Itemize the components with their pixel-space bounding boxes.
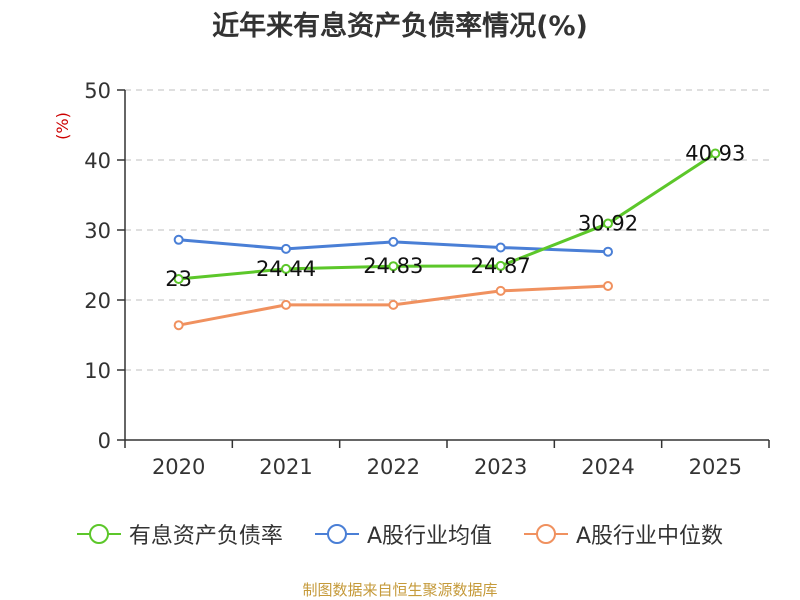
data-point xyxy=(495,285,506,296)
y-axis-label: (%) xyxy=(53,112,72,140)
data-point xyxy=(388,299,399,310)
x-tick-label: 2024 xyxy=(581,455,634,479)
legend-label-interest-debt-ratio: 有息资产负债率 xyxy=(128,524,283,549)
data-label: 24.83 xyxy=(363,254,423,278)
legend: 有息资产负债率 A股行业均值 A股行业中位数 xyxy=(0,518,800,550)
y-tick-label: 20 xyxy=(84,289,111,313)
series-line xyxy=(178,152,717,281)
x-tick-label: 2022 xyxy=(367,455,420,479)
data-label: 24.87 xyxy=(471,254,531,278)
legend-label-industry-median: A股行业中位数 xyxy=(576,524,724,549)
x-tick-label: 2025 xyxy=(689,455,742,479)
y-tick-label: 10 xyxy=(84,359,111,383)
data-point xyxy=(173,274,184,284)
data-point xyxy=(603,281,613,291)
data-label: 30.92 xyxy=(578,212,638,236)
data-point xyxy=(710,148,721,159)
legend-swatch-industry-mean xyxy=(314,524,359,544)
data-label: 23 xyxy=(165,267,192,291)
legend-swatch-interest-debt-ratio xyxy=(76,524,121,544)
data-point xyxy=(281,299,291,310)
x-tick-label: 2021 xyxy=(259,455,312,479)
data-point xyxy=(603,246,613,257)
data-point xyxy=(281,243,291,254)
data-point xyxy=(281,263,291,274)
legend-item-interest-debt-ratio[interactable]: 有息资产负债率 xyxy=(76,518,283,550)
y-tick-label: 0 xyxy=(98,429,111,453)
x-tick-label: 2020 xyxy=(152,455,205,479)
x-tick-label: 2023 xyxy=(474,455,527,479)
y-tick-label: 30 xyxy=(84,219,111,243)
data-label: 24.44 xyxy=(256,257,316,281)
chart-title: 近年来有息资产负债率情况(%) xyxy=(212,11,588,42)
data-point xyxy=(495,242,506,253)
data-point xyxy=(388,261,399,272)
legend-item-industry-mean[interactable]: A股行业均值 xyxy=(314,518,492,550)
legend-item-industry-median[interactable]: A股行业中位数 xyxy=(524,518,723,550)
data-point xyxy=(173,234,184,245)
legend-swatch-industry-median xyxy=(524,524,568,544)
y-tick-label: 40 xyxy=(84,149,111,173)
source-note: 制图数据来自恒生聚源数据库 xyxy=(302,581,498,599)
data-point xyxy=(603,218,613,229)
data-point xyxy=(388,236,399,247)
data-label: 40.93 xyxy=(685,141,745,165)
legend-label-industry-mean: A股行业均值 xyxy=(366,524,492,549)
data-point xyxy=(495,260,506,271)
y-tick-label: 50 xyxy=(84,79,111,103)
data-point xyxy=(173,320,184,331)
